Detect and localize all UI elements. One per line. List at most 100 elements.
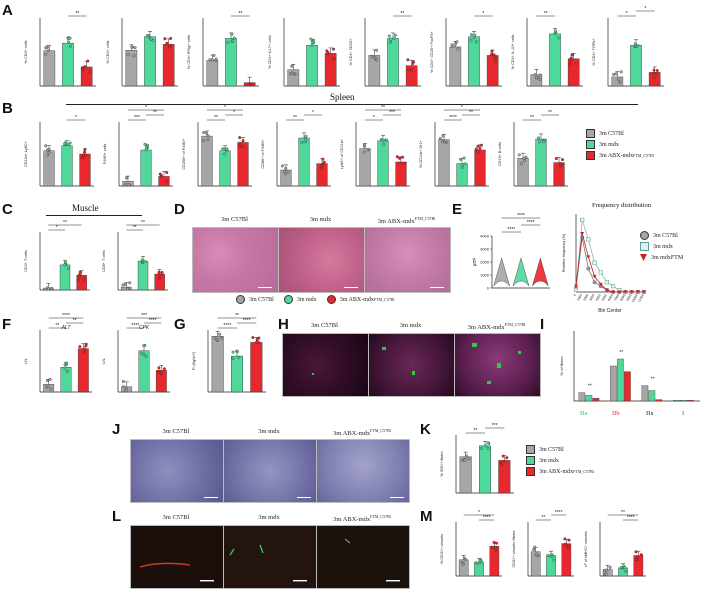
data-point-2-4 — [82, 277, 86, 281]
data-point-0-3 — [123, 282, 127, 286]
chart-svg: CD19+ B cells ** ** — [498, 110, 568, 187]
micro-J-label-mdx: 3m mdx — [258, 428, 280, 435]
legend-k-label-c57: 3m C57Bl — [539, 446, 564, 453]
data-point-0-4 — [451, 45, 455, 49]
bar-1 — [140, 149, 152, 187]
data-point-1-3 — [144, 145, 148, 149]
legend-item-abx: 3m ABX-mdx FTM_C57Bl — [586, 150, 654, 161]
bar-1 — [479, 445, 492, 494]
bar-0 — [287, 69, 300, 87]
data-point-2-2 — [569, 58, 573, 62]
legend-B: 3m C57Bl 3m mdx 3m ABX-mdx FTM_C57Bl — [586, 128, 654, 161]
x-tick-label-0: 0 — [573, 293, 577, 297]
micro-L-overlay — [139, 538, 400, 582]
y-axis-label: % CD11b+ Gr1+ — [419, 139, 423, 168]
chart-svg: % CD4+ cells — [106, 18, 178, 87]
data-point-0-0 — [619, 70, 623, 74]
data-point-2-1 — [652, 76, 656, 80]
data-point-1-4 — [473, 33, 477, 37]
data-point-0-3 — [519, 162, 523, 166]
data-point-0-4 — [463, 458, 467, 462]
micro-H-img-mdx — [368, 333, 455, 397]
data-point-0-2 — [612, 72, 616, 76]
bar-1 — [387, 38, 399, 87]
data-point-0-4 — [375, 58, 379, 62]
data-point-2-0 — [652, 72, 656, 75]
x-tick-label-5: 5000 — [601, 293, 608, 301]
micro-L-img-mdx — [223, 525, 317, 589]
bar-1 — [306, 45, 318, 87]
data-point-2-2 — [332, 57, 336, 60]
data-point-1-4 — [486, 441, 490, 445]
legend-d-swatch-mdx — [283, 295, 293, 304]
micro-L-label-mdx: 3m mdx — [258, 514, 280, 521]
data-point-2-0 — [157, 273, 161, 277]
chart-M1: % CD31+ vessels **** * — [438, 510, 506, 580]
data-point-0-3 — [605, 568, 609, 572]
panel-letter-E: E — [452, 201, 463, 218]
point-abx-5 — [604, 288, 609, 293]
data-point-0-2 — [202, 130, 206, 134]
data-point-1-1 — [387, 34, 391, 38]
micro-L-label-c57: 3m C57Bl — [162, 514, 190, 521]
sig-label-1: ** — [153, 110, 157, 116]
fiber-label-IIx: IIx — [646, 410, 654, 417]
chart-svg: % CD4+ TGFb+ * * — [592, 6, 664, 87]
bar-1 — [225, 38, 237, 87]
data-point-0-4 — [46, 385, 50, 388]
data-point-1-3 — [151, 38, 155, 42]
chart-svg: CD86+ of F4/80+*** — [261, 110, 331, 187]
bar-3-0 — [673, 400, 680, 402]
data-point-2-1 — [319, 166, 323, 170]
bar-2 — [237, 142, 249, 187]
micro-D-img-abx — [364, 227, 451, 293]
data-point-1-2 — [472, 36, 476, 40]
data-point-0-1 — [130, 45, 134, 49]
data-point-2-4 — [566, 544, 570, 548]
data-point-0-0 — [128, 281, 132, 285]
panel-letter-F: F — [2, 316, 12, 333]
freq-title: Frequency distribution — [592, 202, 652, 209]
sig-label-0: ** — [530, 115, 534, 121]
micro-H-label-mdx: 3m mdx — [399, 322, 422, 329]
legend-e-item-c57: 3m C57Bl — [640, 230, 683, 241]
violin-2 — [532, 257, 549, 287]
legend-K: 3m C57Bl 3m mdx 3m ABX-mdx FTM_C57Bl — [526, 444, 594, 477]
data-point-1-0 — [300, 140, 304, 144]
legend-k-label-mdx: 3m mdx — [539, 457, 559, 464]
data-point-1-2 — [392, 36, 396, 40]
bar-1 — [219, 150, 231, 187]
data-point-0-4 — [44, 46, 48, 50]
sig-label-0: **** — [627, 515, 635, 521]
chart-svg: % CD31+ vessels ***** — [440, 510, 502, 577]
data-point-2-3 — [411, 62, 415, 66]
data-point-0-1 — [441, 134, 445, 138]
data-point-2-2 — [251, 336, 255, 340]
data-point-0-4 — [126, 287, 130, 291]
data-point-0-3 — [50, 286, 54, 290]
data-point-2-3 — [159, 175, 163, 179]
data-point-2-3 — [478, 147, 482, 150]
data-point-0-3 — [614, 72, 618, 76]
bar-1 — [144, 36, 156, 87]
panel-letter-K: K — [420, 421, 431, 438]
bar-0 — [459, 456, 472, 494]
chart-A6: % CD4+ CD25+ FoxP3+ * — [428, 8, 506, 90]
y-axis-label: Relative frequency (%) — [562, 233, 566, 272]
bar-1 — [630, 45, 642, 87]
legend-D: 3m C57Bl 3m mdx 3m ABX-mdx FTM_C57Bl — [236, 294, 395, 305]
data-point-2-3 — [395, 155, 399, 159]
data-point-2-4 — [165, 170, 169, 174]
legend-label-mdx: 3m mdx — [599, 141, 619, 148]
bar-1 — [298, 137, 310, 187]
bar-1-0 — [610, 365, 617, 402]
data-point-1-0 — [474, 40, 478, 44]
legend-d-label-abx-sup: FTM_C57Bl — [373, 297, 395, 302]
data-point-1-1 — [312, 38, 316, 42]
data-point-2-0 — [410, 68, 414, 72]
data-point-1-3 — [142, 352, 146, 356]
legend-k-swatch-abx — [526, 467, 535, 476]
data-point-1-2 — [552, 558, 556, 562]
chart-E1: 0 1000 2000 3000 4000 μm² **** **** **** — [470, 210, 554, 294]
sig-label-1: ** — [141, 220, 145, 226]
